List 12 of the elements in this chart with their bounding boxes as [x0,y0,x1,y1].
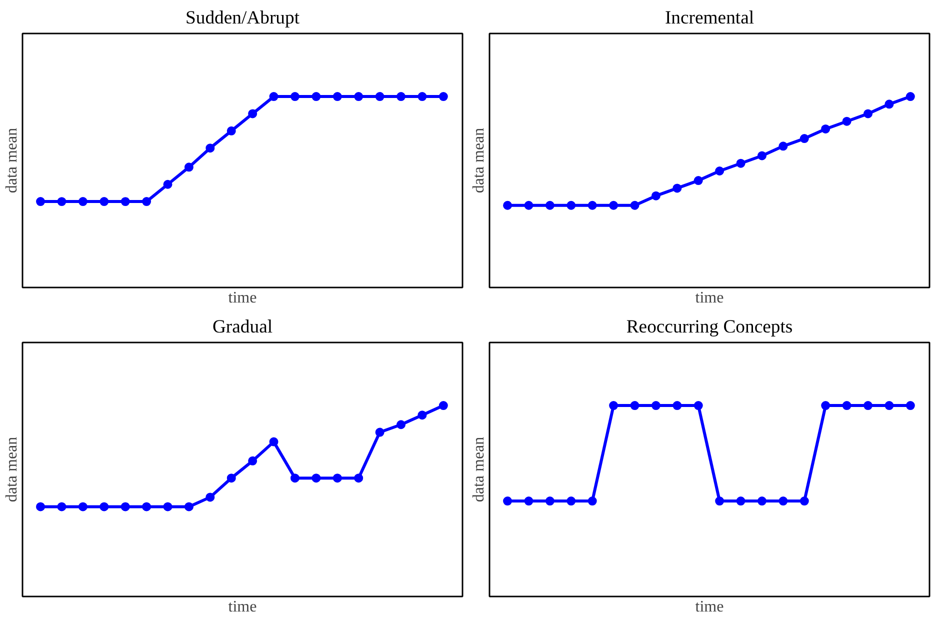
x-axis-title: time [228,290,257,306]
x-axis-title: time [695,598,724,616]
x-axis-title: time [695,290,724,306]
y-axis-title: data mean [470,436,488,502]
y-axis-title: data mean [4,128,20,194]
y-axis-title: data mean [470,128,488,194]
y-axis-title: data mean [4,436,20,502]
chart-title: Incremental [664,8,754,28]
chart-title: Reoccurring Concepts [626,316,793,338]
chart-title: Sudden/Abrupt [185,8,300,28]
x-axis-title: time [228,598,257,616]
chart-title: Gradual [212,316,273,338]
